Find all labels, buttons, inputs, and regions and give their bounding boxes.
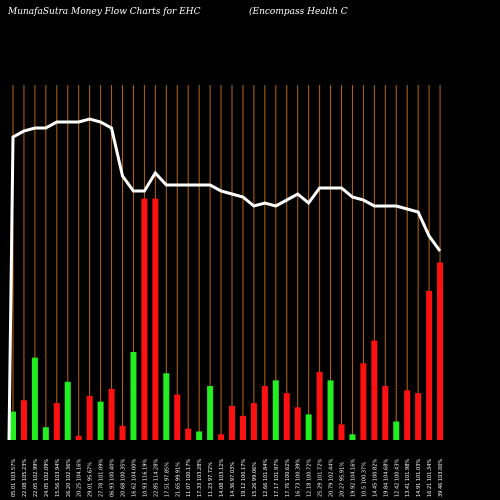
x-tick-label: 15.26 99.06% xyxy=(252,462,258,497)
x-tick-label: 14.36 97.03% xyxy=(230,462,236,497)
x-tick-label: 16.73 100.39% xyxy=(296,459,302,497)
money-flow-bar xyxy=(382,386,389,440)
money-flow-bars xyxy=(10,198,444,440)
chart-subtitle: (Encompass Health C xyxy=(249,7,348,17)
x-tick-label: 17.17 101.97% xyxy=(274,459,280,497)
money-flow-bar xyxy=(360,363,367,440)
money-flow-bar xyxy=(31,357,38,440)
x-tick-label: 12.42 100.43% xyxy=(394,459,400,497)
x-tick-label: 14.91 101.03% xyxy=(416,459,422,497)
money-flow-bar xyxy=(327,380,334,440)
x-tick-label: 17.33 103.28% xyxy=(197,459,203,497)
money-flow-bar xyxy=(152,198,159,440)
x-tick-label: 19.12 100.17% xyxy=(241,459,247,497)
x-tick-label: 22.85 114.28% xyxy=(153,459,159,497)
price-line-group xyxy=(7,117,442,441)
x-tick-label: 10.93 116.19% xyxy=(142,459,148,497)
money-flow-bar xyxy=(415,393,422,440)
money-flow-bar xyxy=(316,371,323,440)
money-flow-bar xyxy=(393,421,400,440)
money-flow-bar xyxy=(349,434,356,440)
money-flow-bar xyxy=(218,434,225,440)
money-flow-bar xyxy=(119,425,126,440)
x-tick-label: 25.29 101.72% xyxy=(318,459,324,497)
x-tick-label: 20.68 100.35% xyxy=(121,459,127,497)
money-flow-bar xyxy=(108,388,115,440)
x-tick-label: 24.05 102.09% xyxy=(44,459,50,497)
price-line xyxy=(7,117,442,441)
x-tick-label: 27.78 101.09% xyxy=(99,459,105,497)
money-flow-bar xyxy=(42,427,49,440)
x-tick-label: 13.41 101.98% xyxy=(405,459,411,497)
money-flow-bar xyxy=(250,403,257,440)
x-tick-label: 11.23 97.72% xyxy=(208,462,214,497)
money-flow-bar xyxy=(305,414,312,440)
chart-title: MunafaSutra Money Flow Charts for EHC xyxy=(8,7,201,17)
x-tick-label: 26.20 102.36% xyxy=(66,459,72,497)
money-flow-bar xyxy=(426,290,433,440)
money-flow-bar xyxy=(174,394,181,440)
money-flow-bar xyxy=(261,386,268,440)
money-flow-bar xyxy=(185,428,192,440)
money-flow-bar xyxy=(207,386,214,440)
x-tick-label: 20.79 102.44% xyxy=(329,459,335,497)
x-tick-label: 29.01 95.67% xyxy=(88,462,94,497)
x-tick-label: 15.56 103.94% xyxy=(55,459,61,497)
money-flow-bar xyxy=(404,390,411,440)
x-tick-label: 12.66 101.84% xyxy=(263,459,269,497)
money-flow-bar xyxy=(294,407,301,440)
x-tick-label: 19.84 104.68% xyxy=(383,459,389,497)
money-flow-bar xyxy=(283,393,290,440)
money-flow-bar xyxy=(20,400,27,440)
x-tick-label: 39.46 103.00% xyxy=(438,459,444,497)
x-tick-label: 19.92 104.16% xyxy=(350,459,356,497)
money-flow-bar xyxy=(338,424,345,440)
x-tick-label: 22.08 105.23% xyxy=(22,459,28,497)
money-flow-bar xyxy=(437,262,444,440)
x-tick-label: 17.51 97.85% xyxy=(164,462,170,497)
money-flow-bar xyxy=(239,415,246,440)
x-tick-label: 14.08 103.12% xyxy=(219,459,225,497)
x-tick-label: 11.07 100.17% xyxy=(186,459,192,497)
money-flow-bar xyxy=(53,403,60,440)
money-flow-bar xyxy=(196,431,203,440)
x-tick-label: 06.93 100.40% xyxy=(110,459,116,497)
money-flow-bar xyxy=(163,373,170,440)
x-tick-label: 20.27 95.91% xyxy=(340,462,346,497)
x-tick-label: 16.21 101.34% xyxy=(427,459,433,497)
x-tick-label: 14.45 100.82% xyxy=(372,459,378,497)
x-tick-label: 16.62 104.00% xyxy=(131,459,137,497)
x-tick-label: 17.76 100.62% xyxy=(285,459,291,497)
x-tick-label: 10.5 100.37% xyxy=(361,462,367,497)
money-flow-bar xyxy=(10,411,16,440)
money-flow-bar xyxy=(97,401,104,440)
money-flow-bar xyxy=(371,340,378,440)
x-tick-label: 12.18 100.72% xyxy=(307,459,313,497)
money-flow-bar xyxy=(130,351,137,440)
money-flow-bar xyxy=(86,395,93,440)
x-tick-label: 05.01 103.57% xyxy=(11,459,17,497)
money-flow-bar xyxy=(229,405,235,440)
x-tick-label: 20.25 104.16% xyxy=(77,459,83,497)
money-flow-bar xyxy=(75,435,82,440)
x-axis-labels: 05.01 103.57% 22.08 105.23% 22.05 102.99% 2… xyxy=(11,459,444,497)
money-flow-bar xyxy=(272,380,279,440)
x-tick-label: 21.65 99.91% xyxy=(175,462,181,497)
x-tick-label: 22.05 102.99% xyxy=(33,459,39,497)
money-flow-bar xyxy=(141,198,148,440)
money-flow-bar xyxy=(64,381,71,440)
